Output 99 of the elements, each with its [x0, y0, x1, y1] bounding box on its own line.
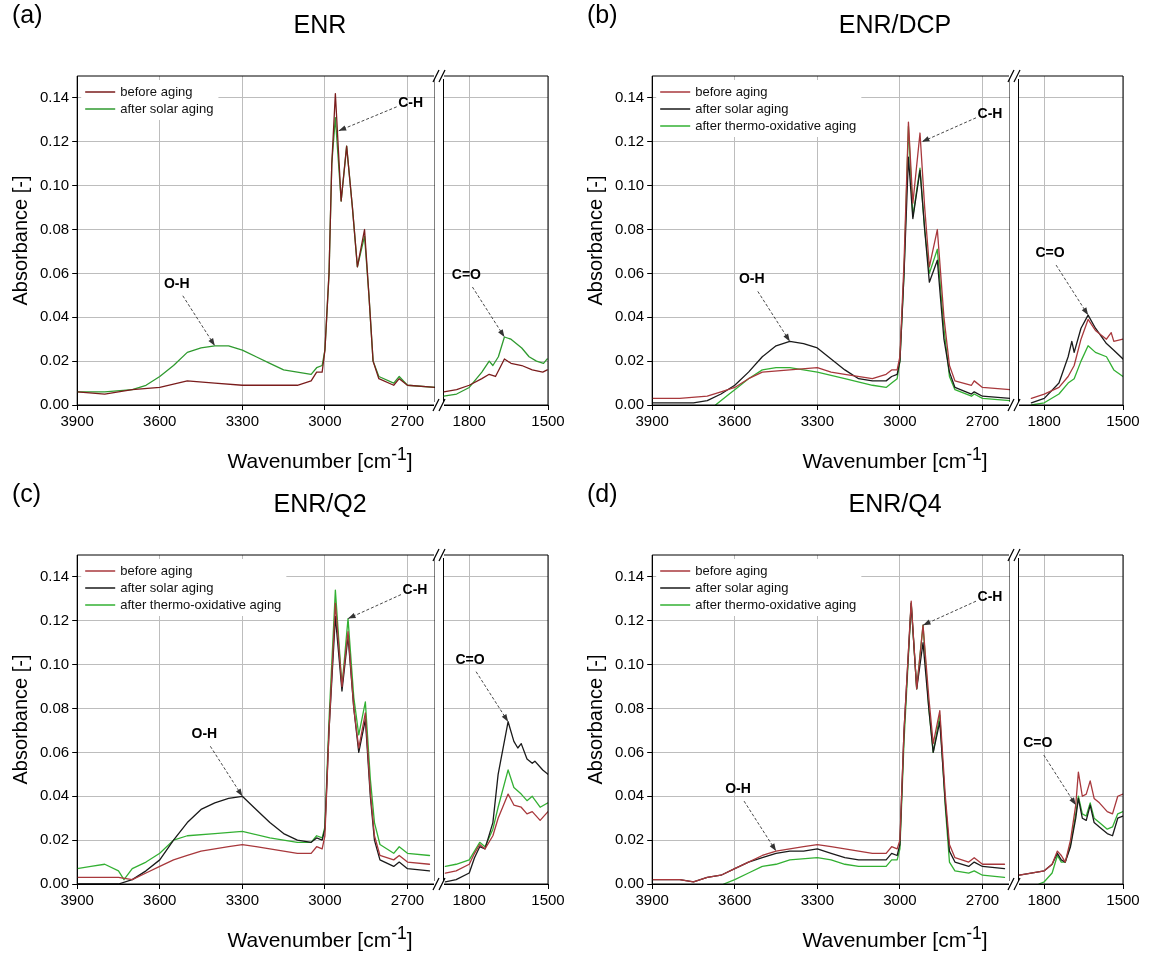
x-tick-label: 2700: [965, 412, 1000, 430]
x-tick-label: 3300: [225, 412, 260, 430]
y-tick-label: 0.14: [614, 567, 645, 585]
legend-label: after solar aging: [120, 100, 214, 116]
y-tick-label: 0.00: [39, 874, 70, 892]
x-tick-label: 2700: [965, 891, 1000, 909]
x-tick-label: 3600: [718, 412, 752, 430]
annotation: O-H: [191, 725, 218, 742]
x-tick-label: 3900: [60, 891, 94, 909]
y-tick-label: 0.04: [39, 786, 70, 804]
text: (d): [587, 479, 618, 508]
annotation: C-H: [977, 104, 1003, 121]
annotation: O-H: [738, 270, 765, 287]
y-tick-label: 0.06: [39, 742, 70, 760]
y-tick-label: 0.02: [39, 830, 70, 848]
x-tick-label: 1800: [452, 412, 486, 430]
y-tick-label: 0.14: [39, 88, 70, 106]
x-tick-label: 3000: [883, 891, 917, 909]
x-axis-title: Wavenumber [cm$^{-1}$]: [226, 444, 414, 473]
annotation: C-H: [398, 93, 424, 110]
x-axis-title: Wavenumber [cm$^{-1}$]: [801, 923, 989, 952]
legend-label: after solar aging: [120, 579, 214, 595]
x-tick-label: 1500: [1106, 412, 1140, 430]
x-tick-label: 3900: [635, 891, 669, 909]
y-tick-label: 0.00: [39, 395, 70, 413]
y-axis-title: Absorbance [-]: [583, 654, 606, 785]
legend-label: before aging: [695, 83, 768, 99]
y-axis-title: Absorbance [-]: [583, 175, 606, 306]
annotation: C-H: [402, 581, 428, 598]
y-tick-label: 0.08: [614, 698, 645, 716]
x-tick-label: 3000: [308, 412, 342, 430]
x-tick-label: 3300: [800, 412, 835, 430]
y-tick-label: 0.10: [614, 175, 645, 193]
y-tick-label: 0.06: [614, 263, 645, 281]
y-tick-label: 0.02: [614, 351, 645, 369]
annotation: C=O: [1023, 733, 1053, 750]
legend-label: after thermo-oxidative aging: [695, 596, 857, 612]
y-tick-label: 0.00: [614, 395, 645, 413]
y-tick-label: 0.12: [614, 131, 645, 149]
y-tick-label: 0.04: [39, 307, 70, 325]
x-tick-label: 1800: [452, 891, 486, 909]
y-tick-label: 0.12: [614, 610, 645, 628]
y-tick-label: 0.02: [614, 830, 645, 848]
x-tick-label: 3600: [143, 412, 177, 430]
x-axis-title: Wavenumber [cm$^{-1}$]: [801, 444, 989, 473]
annotation: O-H: [725, 779, 751, 796]
legend-label: after thermo-oxidative aging: [120, 596, 282, 612]
chart-title: ENR/Q4: [847, 489, 943, 518]
chart-title: ENR/DCP: [837, 10, 953, 39]
x-tick-label: 3900: [60, 412, 94, 430]
x-tick-label: 3000: [308, 891, 342, 909]
annotation: C=O: [455, 650, 485, 667]
y-tick-label: 0.10: [39, 654, 70, 672]
y-tick-label: 0.00: [614, 874, 645, 892]
y-tick-label: 0.08: [39, 219, 70, 237]
x-tick-label: 3900: [635, 412, 669, 430]
y-tick-label: 0.08: [614, 219, 645, 237]
y-tick-label: 0.04: [614, 786, 645, 804]
y-tick-label: 0.10: [39, 175, 70, 193]
x-tick-label: 1800: [1027, 891, 1061, 909]
annotation: C-H: [977, 588, 1003, 605]
legend-label: after solar aging: [695, 100, 789, 116]
legend-label: after thermo-oxidative aging: [695, 117, 857, 133]
legend-label: before aging: [695, 562, 768, 578]
x-tick-label: 2700: [390, 412, 425, 430]
annotation: C=O: [1035, 243, 1065, 260]
x-tick-label: 3300: [800, 891, 835, 909]
y-tick-label: 0.12: [39, 131, 70, 149]
x-tick-label: 3600: [143, 891, 177, 909]
annotation: C=O: [451, 265, 482, 282]
chart-title: ENR: [292, 10, 348, 39]
chart-title: ENR/Q2: [272, 489, 368, 518]
legend-label: before aging: [120, 562, 193, 578]
y-tick-label: 0.06: [614, 742, 645, 760]
text: (b): [587, 0, 618, 29]
y-axis-title: Absorbance [-]: [8, 175, 31, 306]
x-tick-label: 1500: [531, 412, 565, 430]
x-tick-label: 3600: [718, 891, 752, 909]
x-tick-label: 3300: [225, 891, 260, 909]
y-tick-label: 0.06: [39, 263, 70, 281]
y-tick-label: 0.10: [614, 654, 645, 672]
x-tick-label: 1800: [1027, 412, 1061, 430]
y-tick-label: 0.14: [39, 567, 70, 585]
y-tick-label: 0.02: [39, 351, 70, 369]
text: (a): [12, 0, 43, 29]
y-tick-label: 0.08: [39, 698, 70, 716]
annotation: O-H: [163, 274, 190, 291]
x-tick-label: 1500: [531, 891, 565, 909]
y-axis-title: Absorbance [-]: [8, 654, 31, 785]
text: (c): [12, 479, 42, 508]
y-tick-label: 0.12: [39, 610, 70, 628]
y-tick-label: 0.14: [614, 88, 645, 106]
x-tick-label: 1500: [1106, 891, 1140, 909]
x-tick-label: 3000: [883, 412, 917, 430]
x-tick-label: 2700: [390, 891, 425, 909]
legend-label: before aging: [120, 83, 193, 99]
y-tick-label: 0.04: [614, 307, 645, 325]
x-axis-title: Wavenumber [cm$^{-1}$]: [226, 923, 414, 952]
legend-label: after solar aging: [695, 579, 789, 595]
